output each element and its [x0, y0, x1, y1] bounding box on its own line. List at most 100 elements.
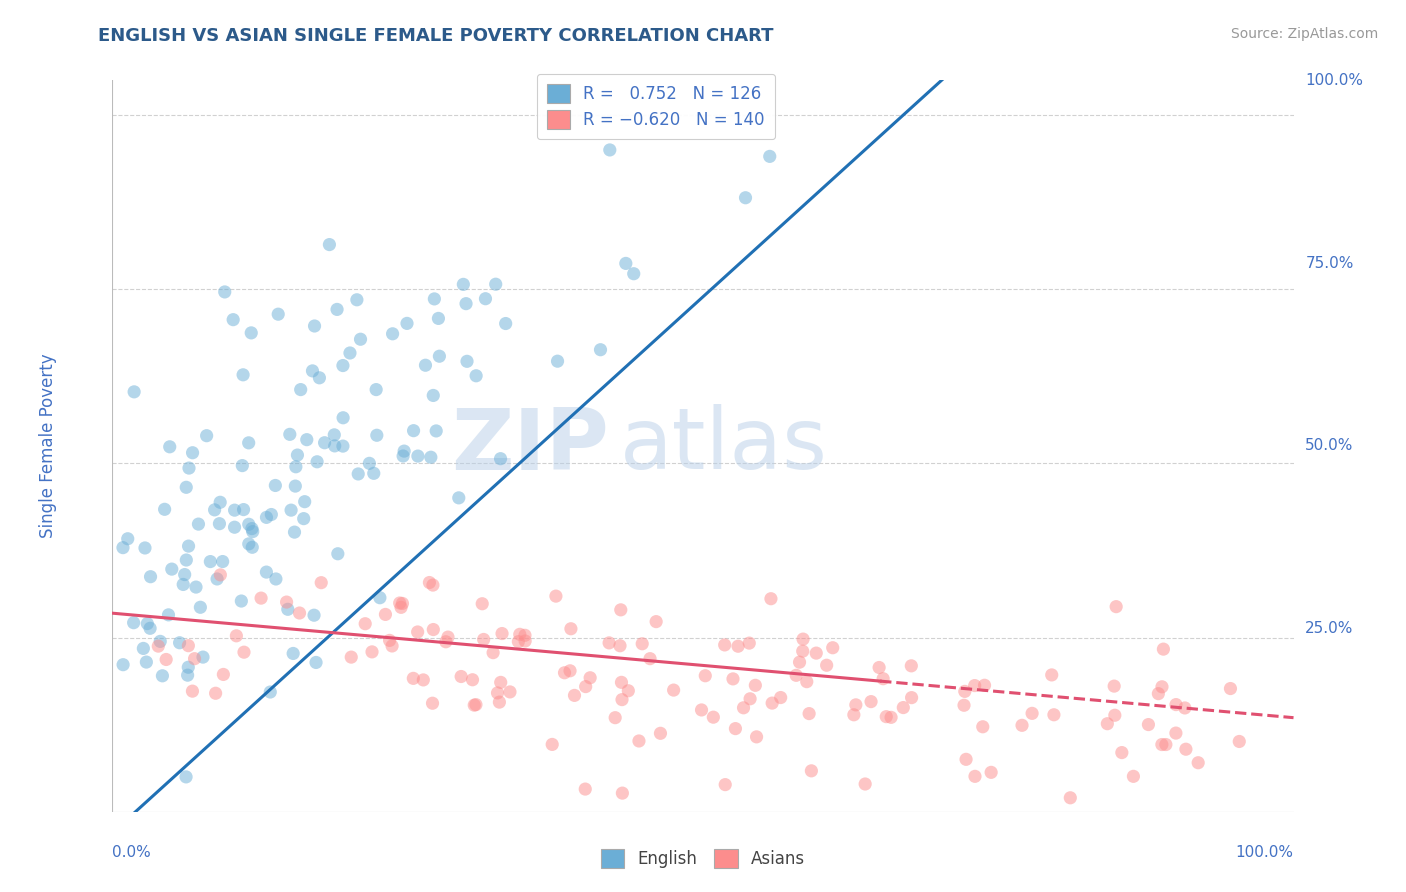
Point [280, 503, 302, 517]
Point [599, 143, 621, 157]
Point [309, 575, 332, 590]
Point [149, 634, 172, 648]
Point [214, 285, 236, 299]
Point [727, 639, 749, 653]
Point [806, 646, 828, 660]
Point [425, 424, 447, 438]
Point [339, 346, 361, 360]
Point [738, 691, 761, 706]
Point [797, 706, 820, 721]
Point [361, 645, 384, 659]
Point [1097, 716, 1119, 731]
Point [305, 656, 328, 670]
Point [295, 433, 318, 447]
Point [800, 764, 823, 778]
Point [900, 658, 922, 673]
Point [1150, 680, 1173, 694]
Text: Single Female Poverty: Single Female Poverty [38, 354, 56, 538]
Point [259, 685, 281, 699]
Point [212, 667, 235, 681]
Point [579, 671, 602, 685]
Point [617, 683, 640, 698]
Point [702, 710, 724, 724]
Point [314, 435, 336, 450]
Point [872, 672, 894, 686]
Point [491, 626, 513, 640]
Point [419, 450, 441, 465]
Point [422, 388, 444, 402]
Point [250, 591, 273, 606]
Point [423, 292, 446, 306]
Point [160, 562, 183, 576]
Point [418, 575, 440, 590]
Point [422, 623, 444, 637]
Point [264, 572, 287, 586]
Point [184, 580, 207, 594]
Point [412, 673, 434, 687]
Point [254, 565, 277, 579]
Point [609, 639, 631, 653]
Point [415, 358, 437, 372]
Point [332, 439, 354, 453]
Point [208, 516, 231, 531]
Point [437, 630, 460, 644]
Point [354, 616, 377, 631]
Point [845, 698, 868, 712]
Point [359, 456, 381, 470]
Point [222, 312, 245, 326]
Point [574, 782, 596, 797]
Text: ZIP: ZIP [451, 404, 609, 488]
Point [963, 769, 986, 783]
Point [560, 622, 582, 636]
Point [427, 311, 450, 326]
Point [157, 607, 180, 622]
Point [645, 615, 668, 629]
Point [173, 567, 195, 582]
Point [232, 502, 254, 516]
Point [349, 332, 371, 346]
Point [117, 532, 139, 546]
Point [612, 786, 634, 800]
Point [868, 660, 890, 674]
Point [346, 293, 368, 307]
Point [136, 616, 159, 631]
Point [402, 671, 425, 685]
Point [304, 318, 326, 333]
Point [134, 541, 156, 555]
Point [721, 672, 744, 686]
Point [541, 738, 564, 752]
Point [211, 555, 233, 569]
Point [1122, 769, 1144, 783]
Point [122, 615, 145, 630]
Point [347, 467, 370, 481]
Text: 0.0%: 0.0% [112, 845, 152, 860]
Point [308, 371, 330, 385]
Point [323, 428, 346, 442]
Point [605, 711, 627, 725]
Point [485, 277, 508, 292]
Point [132, 641, 155, 656]
Point [340, 650, 363, 665]
Point [627, 734, 650, 748]
Point [318, 237, 340, 252]
Point [488, 695, 510, 709]
Point [963, 679, 986, 693]
Point [256, 510, 278, 524]
Point [1154, 738, 1177, 752]
Legend: R =   0.752   N = 126, R = −0.620   N = 140: R = 0.752 N = 126, R = −0.620 N = 140 [537, 74, 775, 139]
Point [294, 494, 316, 508]
Point [1147, 687, 1170, 701]
Point [489, 451, 512, 466]
Point [558, 664, 581, 678]
Text: 75.0%: 75.0% [1305, 256, 1354, 270]
Point [792, 644, 814, 658]
Point [815, 658, 838, 673]
Point [508, 634, 530, 648]
Point [447, 491, 470, 505]
Point [453, 277, 475, 292]
Legend: English, Asians: English, Asians [595, 842, 811, 875]
Point [276, 595, 298, 609]
Point [792, 632, 814, 646]
Point [381, 326, 404, 341]
Point [200, 555, 222, 569]
